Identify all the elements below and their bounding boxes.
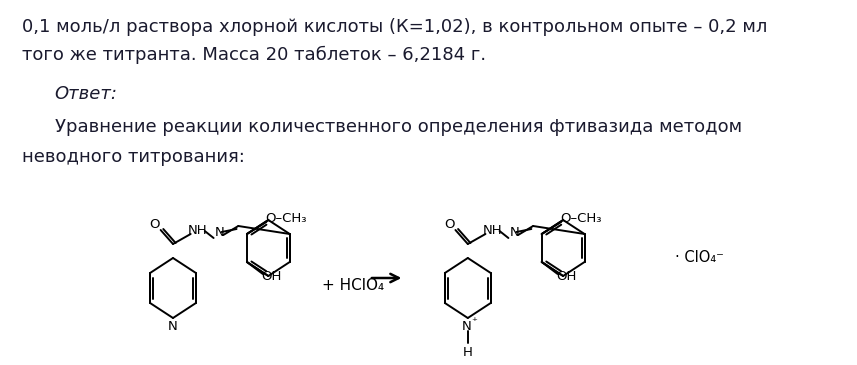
Text: + HClO₄: + HClO₄ — [322, 277, 384, 292]
Text: N: N — [215, 226, 225, 238]
Text: NH: NH — [188, 223, 207, 237]
Text: ⁺: ⁺ — [471, 317, 476, 327]
Text: H: H — [463, 346, 473, 358]
Text: неводного титрования:: неводного титрования: — [22, 148, 245, 166]
Text: Уравнение реакции количественного определения фтивазида методом: Уравнение реакции количественного опреде… — [55, 118, 742, 136]
Text: N: N — [168, 320, 178, 334]
Text: Ответ:: Ответ: — [55, 85, 117, 103]
Text: 0,1 моль/л раствора хлорной кислоты (К=1,02), в контрольном опыте – 0,2 мл: 0,1 моль/л раствора хлорной кислоты (К=1… — [22, 18, 767, 36]
Text: OH: OH — [261, 270, 282, 284]
Text: того же титранта. Масса 20 таблеток – 6,2184 г.: того же титранта. Масса 20 таблеток – 6,… — [22, 46, 486, 64]
Text: O: O — [444, 218, 454, 231]
Text: O: O — [149, 218, 159, 231]
Text: O–CH₃: O–CH₃ — [560, 212, 602, 226]
Text: O–CH₃: O–CH₃ — [265, 212, 307, 226]
Text: NH: NH — [482, 223, 502, 237]
Text: N: N — [462, 319, 472, 333]
Text: · ClO₄⁻: · ClO₄⁻ — [674, 250, 723, 265]
Text: OH: OH — [556, 270, 577, 284]
Text: N: N — [510, 226, 519, 238]
